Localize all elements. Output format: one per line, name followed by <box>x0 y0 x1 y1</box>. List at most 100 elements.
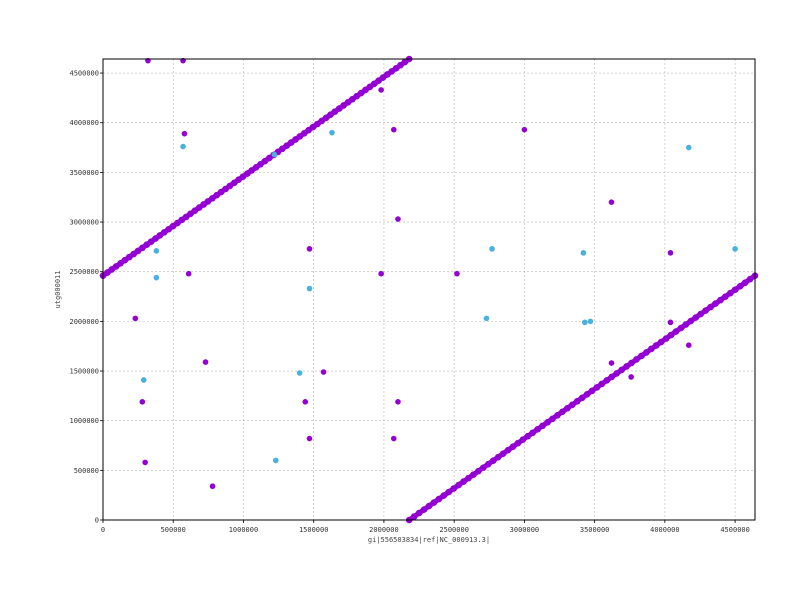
y-tick-label: 3500000 <box>69 169 99 177</box>
alignment-point <box>440 492 448 499</box>
x-tick-label: 4000000 <box>650 526 680 534</box>
alignment-point <box>736 282 744 290</box>
x-tick-label: 0 <box>101 526 105 534</box>
alignment-point <box>450 485 457 492</box>
alignment-point <box>420 506 428 513</box>
alignment-point <box>603 377 611 384</box>
alignment-point <box>667 331 675 339</box>
match-point <box>180 143 186 150</box>
alignment-point <box>692 314 700 321</box>
alignment-point <box>608 373 616 381</box>
alignment-point <box>741 279 749 286</box>
alignment-point <box>727 289 734 297</box>
match-point <box>483 315 490 322</box>
x-tick-label: 3000000 <box>510 526 540 534</box>
alignment-point <box>568 401 576 409</box>
match-point <box>685 342 692 349</box>
match-point <box>132 315 139 322</box>
alignment-point <box>519 436 527 444</box>
alignment-point <box>722 293 729 300</box>
alignment-point <box>504 446 512 454</box>
alignment-point <box>628 359 635 367</box>
alignment-point <box>707 303 714 311</box>
alignment-point <box>460 478 467 485</box>
match-point <box>454 270 460 277</box>
match-point <box>302 399 309 405</box>
match-point <box>320 369 327 375</box>
match-point <box>306 435 313 442</box>
match-point <box>272 457 279 464</box>
match-point <box>608 360 615 366</box>
alignment-point <box>702 307 709 314</box>
alignment-point <box>578 394 586 402</box>
alignment-point <box>549 415 556 423</box>
match-point <box>667 250 674 256</box>
match-point <box>139 399 146 405</box>
alignment-point <box>588 387 596 395</box>
match-point <box>390 126 397 133</box>
match-point <box>306 285 313 292</box>
ticks: 0 500000 1000000 1500000 2000000 2500000 30000… <box>69 70 749 534</box>
alignment-point <box>455 481 462 489</box>
alignment-point <box>524 432 532 440</box>
alignment-point <box>643 349 650 356</box>
alignment-point <box>539 422 546 430</box>
match-point <box>185 270 192 277</box>
alignment-point <box>489 457 497 464</box>
grid <box>103 59 755 520</box>
alignment-point <box>697 310 704 318</box>
match-point <box>296 370 303 376</box>
match-point <box>329 129 335 136</box>
alignment-point <box>662 335 670 342</box>
alignment-point <box>687 317 695 325</box>
alignment-point <box>509 443 517 451</box>
match-point <box>521 126 528 133</box>
alignment-point <box>475 467 482 475</box>
alignment-point <box>563 405 571 412</box>
match-point <box>608 199 615 205</box>
alignment-point <box>529 429 537 437</box>
alignment-point <box>613 370 620 377</box>
y-tick-label: 500000 <box>74 467 99 475</box>
match-point <box>587 318 594 325</box>
match-point <box>306 246 313 252</box>
match-point <box>153 274 160 281</box>
alignment-point <box>544 418 551 426</box>
x-tick-label: 4500000 <box>720 526 750 534</box>
alignment-point <box>657 338 665 346</box>
alignment-point <box>746 275 754 283</box>
y-tick-label: 4000000 <box>69 119 99 127</box>
y-tick-label: 4500000 <box>69 70 99 78</box>
alignment-point <box>534 425 541 433</box>
match-point <box>390 435 397 442</box>
alignment-point <box>672 328 680 335</box>
alignment-point <box>425 502 433 510</box>
y-tick-label: 0 <box>95 517 99 525</box>
alignment-point <box>435 495 443 503</box>
match-point <box>582 319 588 326</box>
alignment-point <box>559 408 566 416</box>
alignment-point <box>598 380 606 388</box>
match-point <box>142 459 148 466</box>
match-point <box>732 246 738 252</box>
match-point <box>395 399 401 405</box>
alignment-point <box>430 499 438 506</box>
match-point <box>685 144 692 151</box>
match-point <box>667 319 674 326</box>
alignment-point <box>573 398 581 405</box>
y-tick-label: 1500000 <box>69 368 99 376</box>
alignment-point <box>618 366 625 374</box>
alignment-point <box>623 363 630 370</box>
x-tick-label: 500000 <box>161 526 186 534</box>
alignment-point <box>647 345 655 353</box>
match-point <box>271 151 278 158</box>
match-point <box>378 270 384 277</box>
x-tick-label: 1000000 <box>229 526 259 534</box>
y-tick-label: 2000000 <box>69 318 99 326</box>
match-point <box>378 87 384 93</box>
alignment-point <box>415 509 423 517</box>
match-point <box>181 130 188 137</box>
match-point <box>153 248 160 254</box>
alignment-point <box>465 474 472 482</box>
